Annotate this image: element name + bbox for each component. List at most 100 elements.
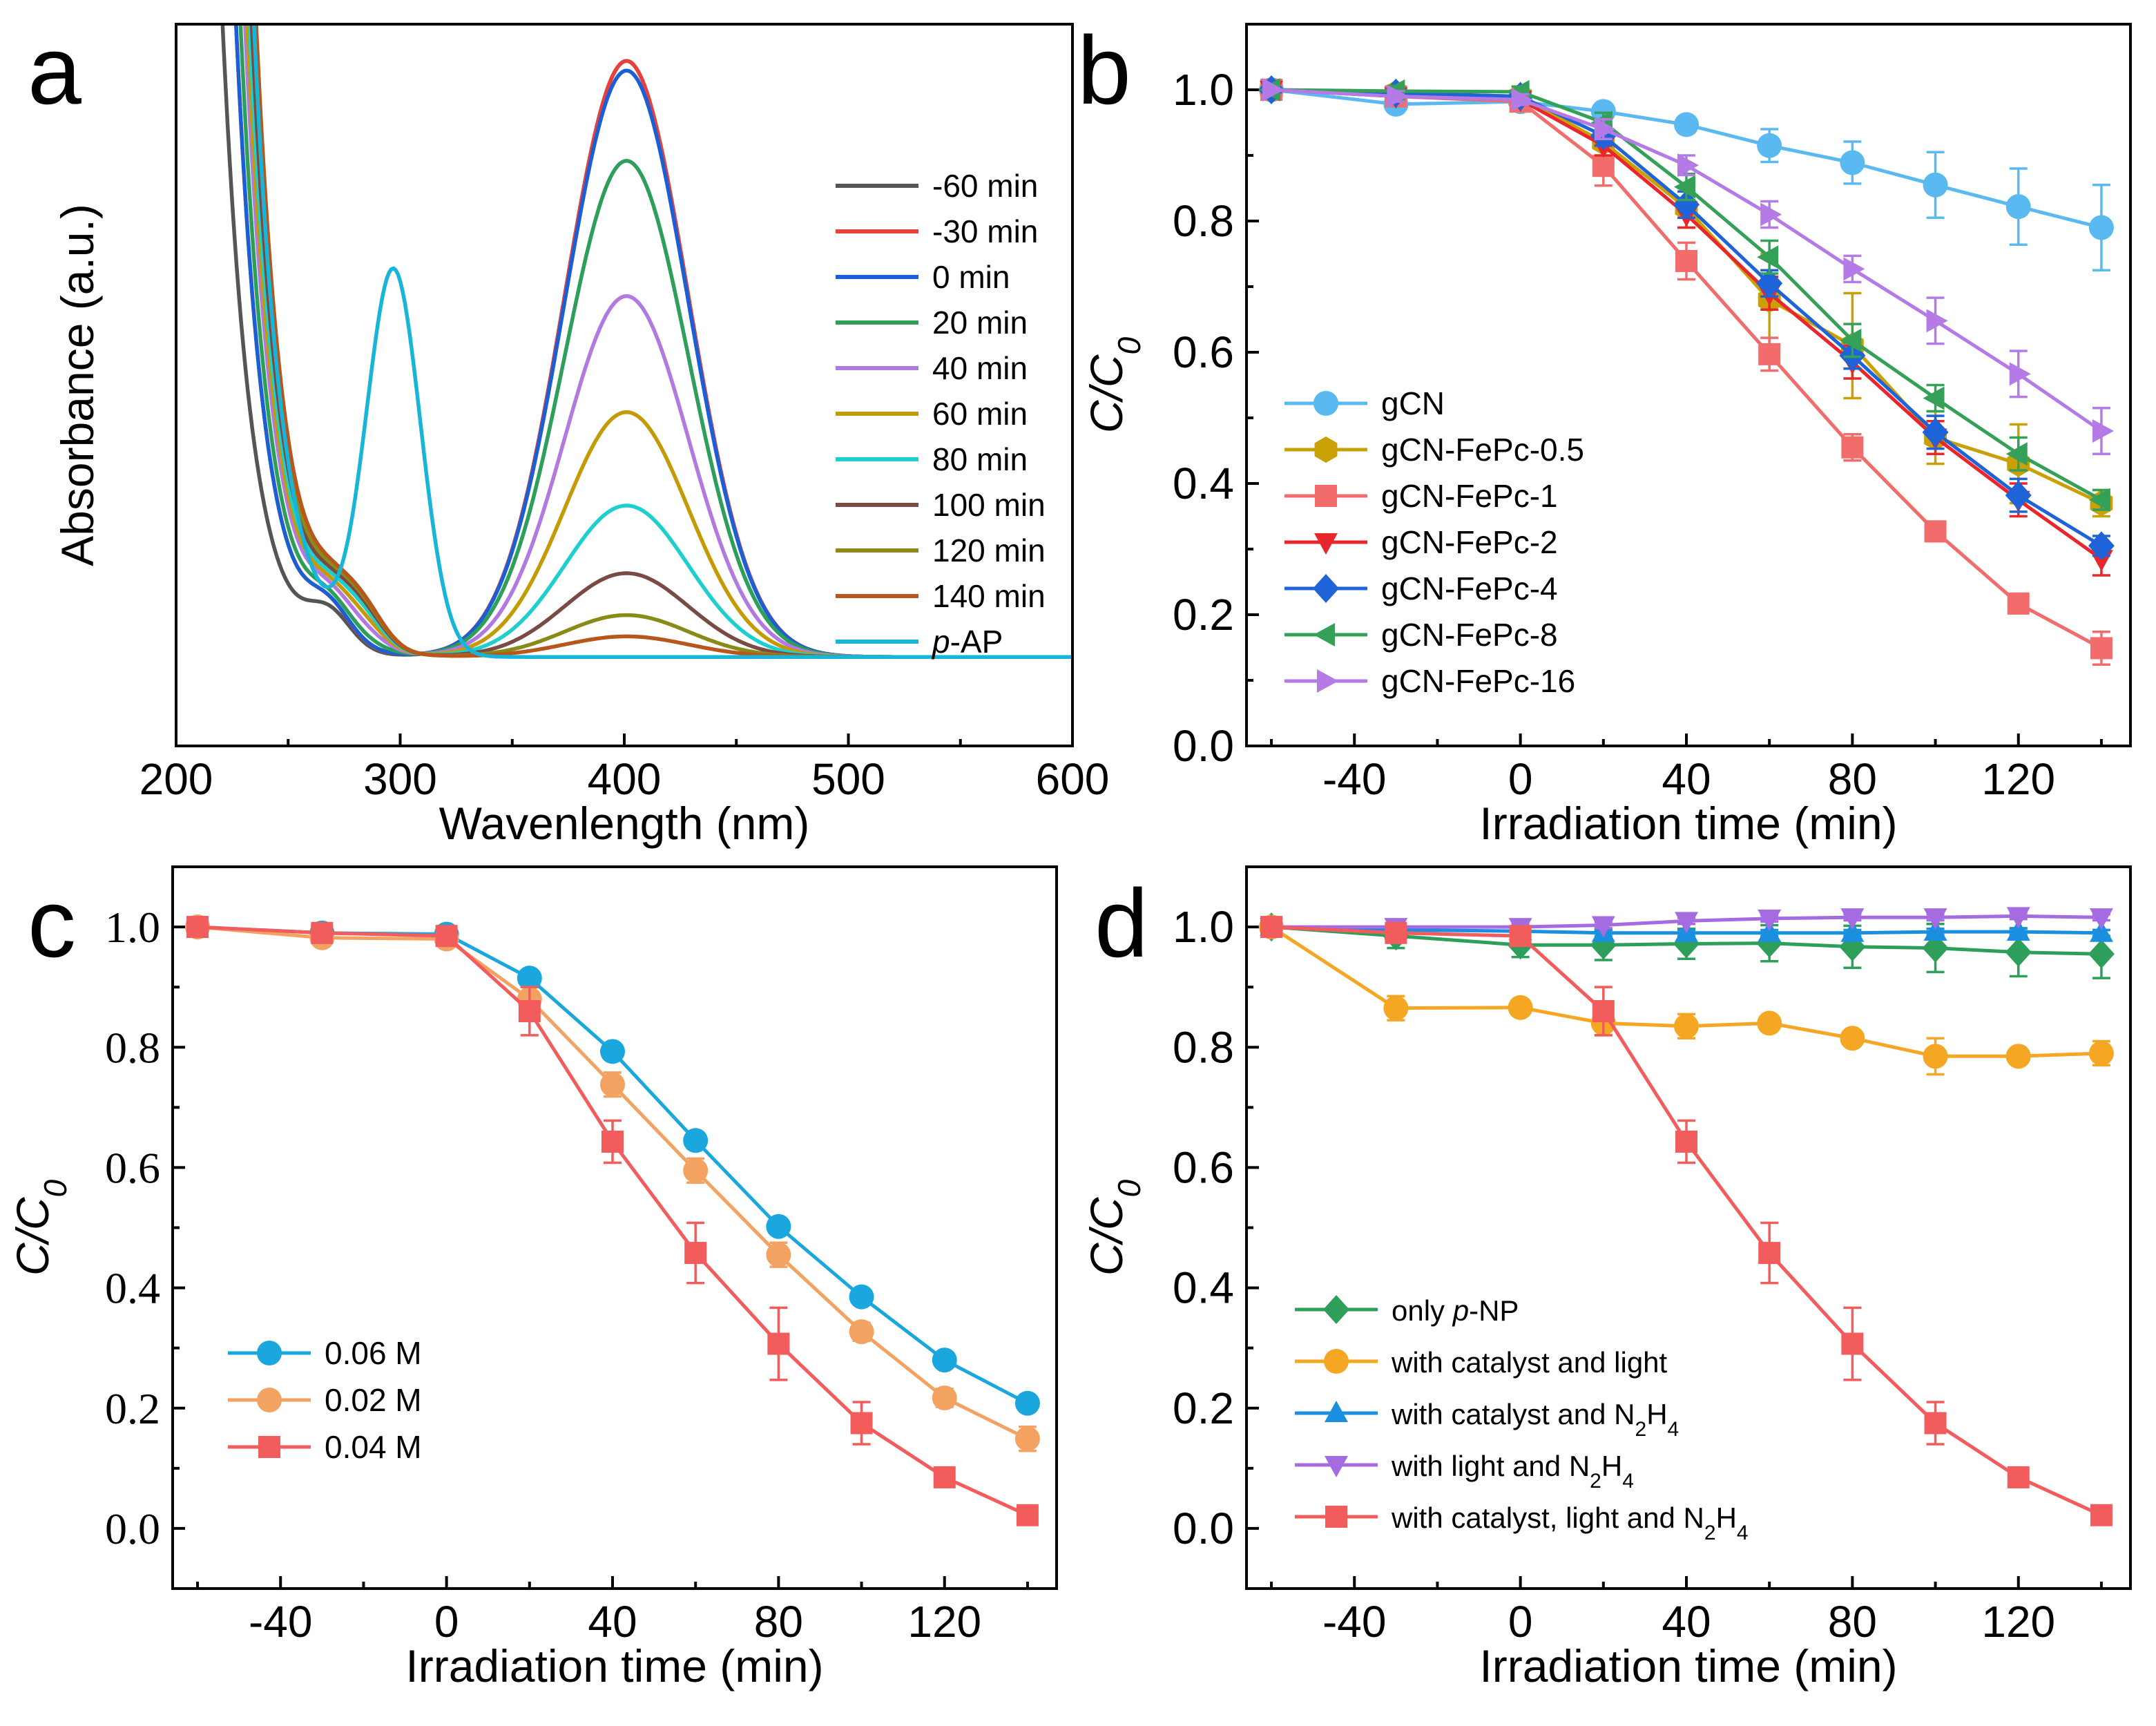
data-point-b-0-7 — [1923, 172, 1948, 198]
series-b-5 — [1259, 78, 2110, 512]
data-point-c-0-3 — [517, 966, 542, 991]
data-point-b-0-4 — [1673, 112, 1699, 137]
data-point-b-6-7 — [1926, 309, 1948, 333]
legend-label-d-0: only p-NP — [1392, 1294, 1519, 1327]
data-point-b-6-4 — [1677, 153, 1699, 178]
legend-marker-b-2 — [1315, 485, 1337, 507]
series-d-3 — [1260, 907, 2113, 940]
legend-marker-b-4 — [1313, 574, 1339, 603]
y-tick-label-b-1: 0.2 — [1173, 590, 1234, 640]
legend-label-a-7: 100 min — [932, 487, 1046, 523]
data-point-d-3-6 — [1840, 908, 1865, 930]
y-tick-label-b-3: 0.6 — [1173, 327, 1234, 377]
y-tick-label-d-2: 0.4 — [1173, 1263, 1234, 1313]
y-tick-label-c-4: 0.8 — [105, 1023, 160, 1072]
data-point-d-4-3 — [1592, 1000, 1615, 1022]
series-b-6 — [1262, 78, 2114, 455]
legend-marker-c-2 — [258, 1436, 280, 1458]
legend-label-c-1: 0.02 M — [325, 1382, 422, 1418]
legend-marker-b-5 — [1313, 623, 1335, 646]
data-point-d-1-1 — [1383, 995, 1409, 1021]
y-tick-label-d-3: 0.6 — [1173, 1142, 1234, 1192]
data-point-b-6-5 — [1760, 202, 1782, 227]
data-point-d-4-0 — [1260, 916, 1283, 939]
data-point-b-2-9 — [2090, 637, 2112, 660]
data-point-c-0-4 — [599, 1039, 625, 1064]
data-point-b-2-6 — [1841, 436, 1864, 459]
series-line-d-0 — [1271, 925, 2101, 956]
legend-label-a-0: -60 min — [932, 168, 1038, 204]
data-point-c-1-8 — [932, 1385, 957, 1410]
data-point-b-2-5 — [1758, 343, 1781, 365]
y-tick-label-c-1: 0.2 — [105, 1384, 160, 1433]
data-point-b-2-7 — [1924, 520, 1947, 543]
x-tick-label-d-3: 80 — [1828, 1597, 1877, 1647]
data-point-b-0-6 — [1840, 150, 1865, 175]
chart-a: 200 300 400 500 600 Wavenlength (nm) Absorbanc… — [52, 23, 1109, 849]
y-tick-label-d-5: 1.0 — [1173, 902, 1234, 952]
y-axis-title-b: C/C0 — [1081, 336, 1147, 433]
y-tick-label-c-0: 0.0 — [105, 1504, 160, 1553]
data-point-d-3-7 — [1923, 908, 1947, 930]
data-point-b-4-8 — [2005, 481, 2032, 510]
series-line-b-0 — [1271, 88, 2102, 229]
y-tick-label-b-2: 0.4 — [1173, 459, 1234, 508]
data-point-b-2-3 — [1592, 155, 1615, 178]
y-tick-label-c-3: 0.6 — [105, 1143, 160, 1192]
series-line-b-6 — [1271, 88, 2103, 433]
series-line-b-5 — [1271, 88, 2103, 501]
data-point-c-1-9 — [1014, 1426, 1040, 1452]
x-tick-label-b-3: 80 — [1828, 754, 1877, 804]
series-c-2 — [186, 916, 1039, 1526]
legend-marker-c-0 — [257, 1341, 282, 1365]
y-tick-label-c-2: 0.4 — [105, 1264, 160, 1313]
x-tick-label-d-0: -40 — [1322, 1597, 1387, 1647]
data-point-c-0-8 — [932, 1348, 957, 1373]
x-axis-title-d: Irradiation time (min) — [1479, 1640, 1897, 1691]
legend-label-b-4: gCN-FePc-4 — [1381, 570, 1558, 606]
x-tick-label-d-1: 0 — [1508, 1597, 1533, 1647]
data-point-c-2-3 — [518, 1000, 541, 1022]
data-point-d-4-5 — [1758, 1242, 1781, 1265]
data-point-b-6-1 — [1387, 84, 1409, 108]
panel-label-b: b — [1077, 16, 1131, 124]
plot-frame-c — [171, 865, 1058, 1590]
x-tick-label-a-2: 400 — [588, 754, 662, 804]
data-point-d-2-9 — [2089, 920, 2113, 942]
spectrum-line-10 — [252, 24, 1072, 659]
y-axis-title-c: C/C0 — [7, 1179, 73, 1276]
y-tick-label-b-4: 0.8 — [1173, 196, 1234, 246]
x-axis-title-c: Irradiation time (min) — [405, 1640, 823, 1691]
y-axis-title-d: C/C0 — [1081, 1179, 1147, 1276]
x-tick-label-a-3: 500 — [811, 754, 885, 804]
legend-label-c-2: 0.04 M — [325, 1429, 422, 1465]
data-point-b-4-9 — [2088, 531, 2115, 561]
data-point-d-1-5 — [1757, 1010, 1782, 1036]
data-point-d-1-8 — [2005, 1044, 2031, 1069]
data-point-b-5-9 — [2088, 488, 2110, 512]
data-point-b-5-6 — [1840, 328, 1862, 352]
legend-label-d-4: with catalyst, light and N2H4 — [1391, 1502, 1749, 1544]
data-point-b-5-8 — [2005, 442, 2028, 466]
y-tick-label-b-5: 1.0 — [1173, 65, 1234, 115]
series-line-c-2 — [197, 925, 1028, 1517]
legend-label-d-1: with catalyst and light — [1391, 1346, 1668, 1379]
data-point-d-3-5 — [1758, 909, 1782, 931]
legend-marker-d-4 — [1325, 1506, 1347, 1528]
x-tick-label-c-4: 120 — [907, 1597, 981, 1647]
series-d-4 — [1260, 916, 2112, 1526]
legend-label-d-2: with catalyst and N2H4 — [1391, 1398, 1679, 1441]
data-point-b-0-8 — [2005, 194, 2031, 220]
x-tick-label-c-2: 40 — [588, 1597, 637, 1647]
series-c-0 — [185, 914, 1040, 1416]
chart-d: -40 0 40 80 120 0.0 0.2 0.4 0.6 0.8 1.0 Irradiation… — [1081, 865, 2132, 1691]
data-point-c-0-5 — [683, 1128, 709, 1153]
data-point-c-0-7 — [849, 1284, 874, 1310]
legend-label-b-2: gCN-FePc-1 — [1381, 478, 1558, 514]
data-point-d-3-4 — [1674, 912, 1698, 934]
legend-label-b-5: gCN-FePc-8 — [1381, 617, 1558, 653]
legend-marker-d-1 — [1324, 1349, 1349, 1374]
data-point-b-5-4 — [1673, 175, 1695, 199]
data-point-d-3-9 — [2089, 908, 2113, 930]
